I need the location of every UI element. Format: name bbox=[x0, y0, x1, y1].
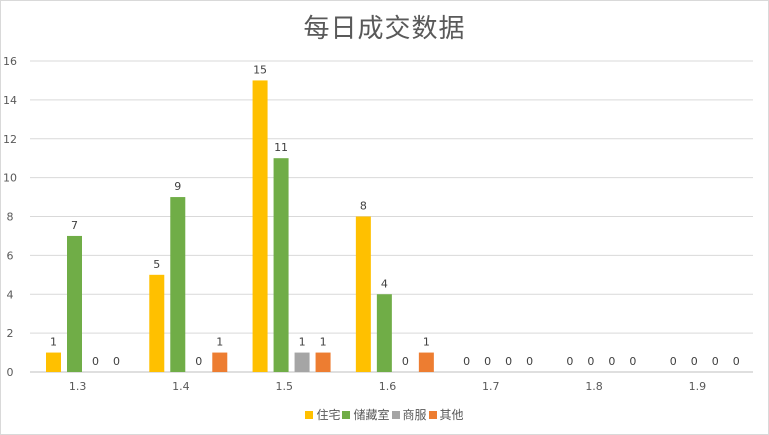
bar-储藏室 bbox=[376, 294, 392, 372]
data-label: 0 bbox=[526, 355, 533, 368]
bar-住宅 bbox=[252, 80, 268, 372]
x-tick-label: 1.4 bbox=[172, 380, 190, 393]
legend-label: 其他 bbox=[439, 408, 464, 422]
chart-legend: 住宅 储藏室 商服 其他 bbox=[0, 406, 769, 423]
x-tick-label: 1.9 bbox=[689, 380, 707, 393]
bar-其他 bbox=[418, 352, 434, 372]
data-label: 8 bbox=[360, 200, 367, 213]
data-label: 0 bbox=[691, 355, 698, 368]
x-tick-label: 1.8 bbox=[585, 380, 603, 393]
y-tick-label: 4 bbox=[7, 288, 14, 301]
legend-swatch bbox=[342, 411, 351, 419]
legend-swatch bbox=[428, 411, 437, 419]
data-label: 7 bbox=[71, 219, 78, 232]
bar-住宅 bbox=[46, 352, 61, 372]
data-label: 0 bbox=[670, 355, 677, 368]
data-label: 0 bbox=[712, 355, 719, 368]
bar-其他 bbox=[212, 352, 228, 372]
data-label: 0 bbox=[463, 355, 470, 368]
data-label: 1 bbox=[50, 336, 57, 349]
bar-住宅 bbox=[355, 216, 371, 372]
data-label: 11 bbox=[274, 141, 288, 154]
y-tick-label: 14 bbox=[3, 94, 17, 107]
data-label: 4 bbox=[381, 277, 388, 290]
data-label: 0 bbox=[92, 355, 99, 368]
data-label: 0 bbox=[566, 355, 573, 368]
x-tick-label: 1.7 bbox=[482, 380, 500, 393]
data-label: 0 bbox=[402, 355, 409, 368]
legend-item: 储藏室 bbox=[342, 406, 390, 423]
y-tick-label: 0 bbox=[7, 366, 14, 379]
y-tick-label: 12 bbox=[3, 133, 17, 146]
legend-label: 储藏室 bbox=[353, 408, 390, 422]
y-tick-label: 16 bbox=[3, 55, 17, 68]
bar-其他 bbox=[315, 352, 331, 372]
legend-label: 商服 bbox=[402, 408, 427, 422]
y-tick-label: 6 bbox=[7, 249, 14, 262]
data-label: 1 bbox=[299, 336, 306, 349]
legend-label: 住宅 bbox=[316, 408, 341, 422]
data-label: 15 bbox=[253, 63, 267, 76]
chart-title: 每日成交数据 bbox=[303, 14, 466, 44]
data-label: 0 bbox=[733, 355, 740, 368]
bar-商服 bbox=[294, 352, 310, 372]
bar-住宅 bbox=[149, 274, 165, 372]
bar-储藏室 bbox=[273, 158, 289, 372]
data-label: 1 bbox=[423, 336, 430, 349]
x-tick-label: 1.3 bbox=[69, 380, 87, 393]
legend-item: 住宅 bbox=[305, 406, 340, 423]
data-label: 0 bbox=[113, 355, 120, 368]
y-tick-label: 2 bbox=[7, 327, 14, 340]
data-label: 0 bbox=[195, 355, 202, 368]
data-label: 0 bbox=[587, 355, 594, 368]
y-tick-label: 10 bbox=[3, 172, 17, 185]
legend-swatch bbox=[305, 411, 314, 419]
bar-储藏室 bbox=[170, 197, 186, 372]
y-tick-label: 8 bbox=[7, 211, 14, 224]
data-label: 0 bbox=[505, 355, 512, 368]
data-label: 1 bbox=[216, 336, 223, 349]
x-tick-label: 1.6 bbox=[379, 380, 397, 393]
x-tick-label: 1.5 bbox=[275, 380, 293, 393]
legend-swatch bbox=[391, 411, 400, 419]
data-label: 1 bbox=[320, 336, 327, 349]
data-label: 0 bbox=[608, 355, 615, 368]
legend-item: 商服 bbox=[391, 406, 427, 423]
data-label: 0 bbox=[629, 355, 636, 368]
data-label: 9 bbox=[174, 180, 181, 193]
legend-item: 其他 bbox=[428, 406, 464, 423]
data-label: 0 bbox=[484, 355, 491, 368]
data-label: 5 bbox=[153, 258, 160, 271]
bar-储藏室 bbox=[67, 235, 82, 372]
